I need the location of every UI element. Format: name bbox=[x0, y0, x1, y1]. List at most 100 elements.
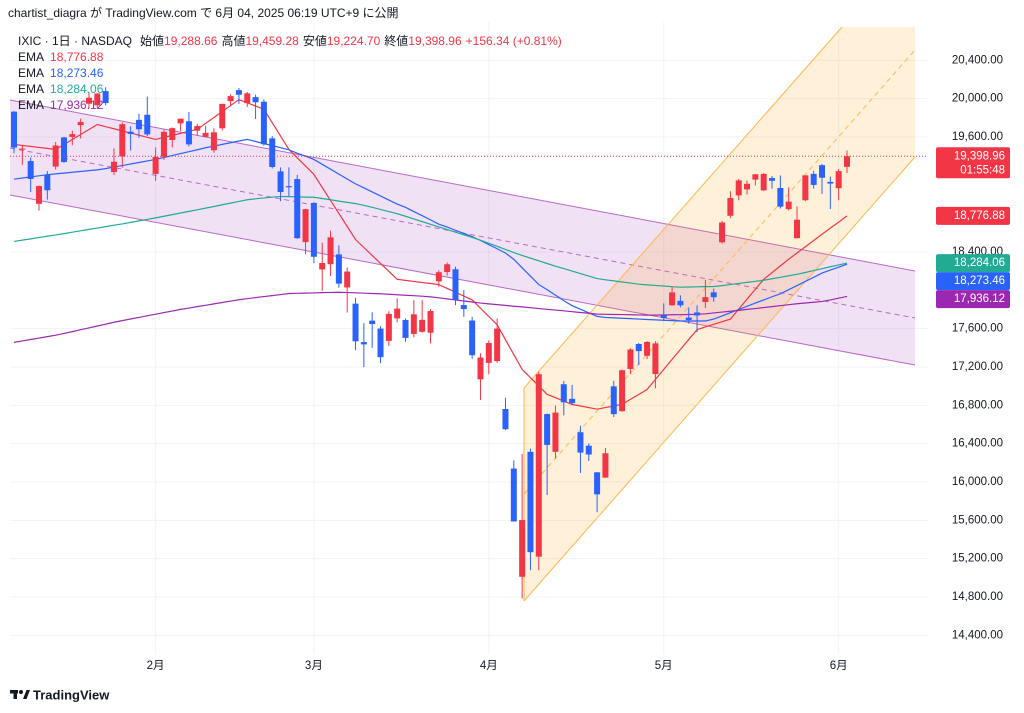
legend-value: 17,936.12 bbox=[50, 98, 104, 112]
candle-body bbox=[135, 119, 142, 130]
candle-body bbox=[844, 156, 850, 167]
candle-body bbox=[727, 198, 734, 216]
ema-line bbox=[13, 291, 848, 343]
candle-body bbox=[460, 305, 467, 310]
candle-body bbox=[577, 432, 584, 453]
candle-body bbox=[335, 254, 342, 284]
logo-part bbox=[13, 690, 17, 699]
publisher-line: chartist_diagra が TradingView.com で 6月 0… bbox=[8, 5, 399, 20]
candle-body bbox=[110, 161, 117, 173]
candle-body bbox=[235, 90, 242, 95]
y-tick-label: 14,800.00 bbox=[952, 591, 1003, 603]
candle-body bbox=[769, 178, 776, 181]
legend-name: EMA bbox=[18, 82, 44, 96]
legend-name: EMA bbox=[18, 50, 44, 64]
y-tick-label: 15,600.00 bbox=[952, 514, 1003, 526]
candle-body bbox=[102, 91, 109, 104]
ohlc-label: 終値 bbox=[384, 33, 408, 48]
ohlc-value: 19,288.66 bbox=[164, 34, 218, 48]
candle-body bbox=[377, 328, 384, 358]
candle-body bbox=[152, 156, 159, 174]
legend-name: EMA bbox=[18, 66, 44, 80]
candle-body bbox=[94, 93, 101, 106]
candle-body bbox=[835, 171, 842, 189]
candle-body bbox=[69, 134, 76, 137]
symbol-title: IXIC · 1日 · NASDAQ bbox=[18, 34, 132, 48]
logo-part bbox=[23, 690, 30, 699]
ema-tag bbox=[936, 272, 1010, 291]
candle-body bbox=[694, 312, 701, 316]
candle-body bbox=[735, 180, 742, 196]
candle-body bbox=[160, 131, 167, 157]
candle-body bbox=[777, 187, 784, 207]
ema-tag-label: 17,936.12 bbox=[954, 293, 1005, 305]
candle-body bbox=[219, 103, 226, 129]
candle-body bbox=[619, 370, 626, 412]
legend-header: IXIC · 1日 · NASDAQ 始値19,288.66 高値19,459.28… bbox=[18, 33, 562, 48]
candle-body bbox=[352, 303, 359, 342]
candle-body bbox=[469, 320, 476, 356]
candle-body bbox=[35, 186, 42, 204]
candle-body bbox=[252, 97, 259, 103]
y-tick-label: 16,000.00 bbox=[952, 476, 1003, 488]
candle-body bbox=[85, 97, 92, 104]
x-tick-label: 2月 bbox=[147, 660, 165, 672]
candle-body bbox=[644, 341, 651, 356]
ohlc-value: 19,459.28 bbox=[245, 34, 299, 48]
candle-body bbox=[569, 398, 576, 404]
candle-body bbox=[477, 357, 484, 380]
legend-row: EMA 17,936.12 bbox=[18, 98, 104, 112]
candle-body bbox=[419, 319, 426, 332]
candle-body bbox=[535, 374, 542, 557]
x-tick-label: 5月 bbox=[655, 660, 673, 672]
candle-body bbox=[527, 451, 534, 553]
channel-line bbox=[523, 156, 916, 602]
candle-body bbox=[410, 314, 417, 334]
x-tick-label: 4月 bbox=[480, 660, 498, 672]
candle-body bbox=[785, 201, 792, 210]
candle-body bbox=[510, 468, 517, 522]
overlay: 14,400.00 14,800.00 15,200.00 15,600.00 16,0… bbox=[10, 33, 1010, 672]
channel-line bbox=[523, 26, 843, 389]
candle-body bbox=[435, 272, 442, 282]
candle-body bbox=[144, 114, 151, 135]
candle-body bbox=[294, 179, 301, 239]
ohlc-value: 19,224.70 bbox=[327, 34, 381, 48]
candle-body bbox=[360, 342, 367, 345]
y-tick-label: 17,600.00 bbox=[952, 323, 1003, 335]
candle-body bbox=[277, 171, 284, 193]
ema-tag bbox=[936, 254, 1010, 273]
ema-tag-label: 18,273.46 bbox=[954, 275, 1005, 287]
candle-body bbox=[502, 408, 509, 430]
candle-body bbox=[19, 148, 26, 150]
candle-body bbox=[77, 121, 84, 126]
legend-row: EMA 18,273.46 bbox=[18, 66, 104, 80]
candle-body bbox=[594, 472, 601, 495]
candle-body bbox=[810, 173, 817, 185]
candle-body bbox=[685, 317, 692, 321]
candle-body bbox=[302, 209, 309, 243]
candle-body bbox=[602, 453, 609, 478]
candle-body bbox=[244, 93, 251, 104]
candle-body bbox=[194, 126, 201, 131]
candle-body bbox=[752, 174, 759, 180]
ema-tag bbox=[936, 206, 1010, 225]
y-tick-label: 16,800.00 bbox=[952, 399, 1003, 411]
candle-body bbox=[427, 311, 434, 333]
candle-body bbox=[227, 96, 234, 102]
candle-body bbox=[60, 137, 67, 163]
candle-body bbox=[210, 132, 217, 151]
candle-body bbox=[544, 414, 551, 445]
candle-body bbox=[385, 313, 392, 341]
candle-body bbox=[660, 315, 667, 319]
channel-line bbox=[10, 194, 916, 366]
candle-body bbox=[444, 264, 451, 273]
ema-tag bbox=[936, 290, 1010, 309]
candle-body bbox=[519, 520, 526, 577]
ohlc-label: 始値 bbox=[140, 33, 164, 48]
legend-name: EMA bbox=[18, 98, 44, 112]
legend-row: EMA 18,284.06 bbox=[18, 82, 104, 96]
y-tick-label: 16,400.00 bbox=[952, 438, 1003, 450]
